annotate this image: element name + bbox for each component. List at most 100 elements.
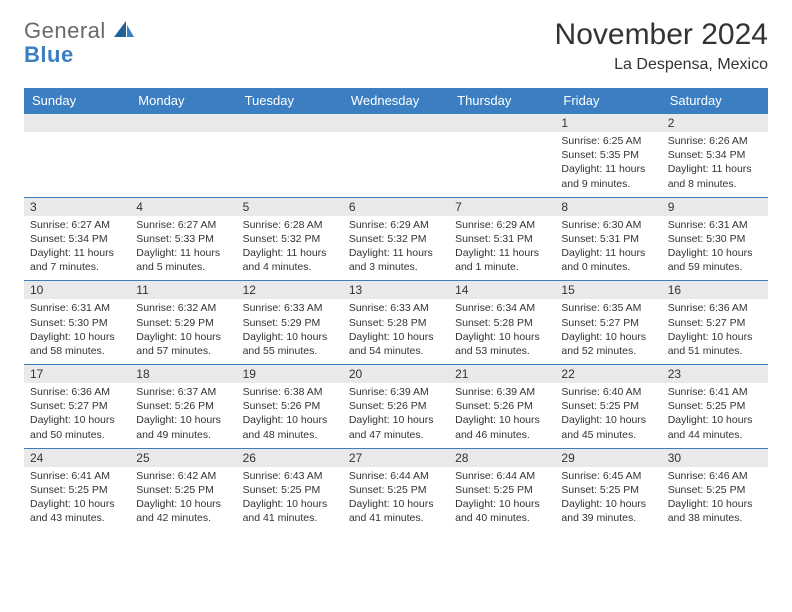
- day-content-cell: Sunrise: 6:33 AMSunset: 5:29 PMDaylight:…: [237, 299, 343, 364]
- day-content-cell: Sunrise: 6:38 AMSunset: 5:26 PMDaylight:…: [237, 383, 343, 448]
- calendar-page: General November 2024 La Despensa, Mexic…: [0, 0, 792, 612]
- daylight-text: Daylight: 10 hours and 43 minutes.: [30, 497, 124, 525]
- day-content-cell: Sunrise: 6:30 AMSunset: 5:31 PMDaylight:…: [555, 216, 661, 281]
- daylight-text: Daylight: 10 hours and 51 minutes.: [668, 330, 762, 358]
- day-content-cell: Sunrise: 6:25 AMSunset: 5:35 PMDaylight:…: [555, 132, 661, 197]
- day-content-cell: [24, 132, 130, 197]
- sunset-text: Sunset: 5:26 PM: [136, 399, 230, 413]
- day-number-cell: 18: [130, 365, 236, 384]
- day-content-cell: Sunrise: 6:34 AMSunset: 5:28 PMDaylight:…: [449, 299, 555, 364]
- sunrise-text: Sunrise: 6:36 AM: [668, 301, 762, 315]
- daylight-text: Daylight: 11 hours and 9 minutes.: [561, 162, 655, 190]
- sunset-text: Sunset: 5:33 PM: [136, 232, 230, 246]
- day-content-cell: Sunrise: 6:46 AMSunset: 5:25 PMDaylight:…: [662, 467, 768, 532]
- sunrise-text: Sunrise: 6:44 AM: [349, 469, 443, 483]
- daylight-text: Daylight: 10 hours and 45 minutes.: [561, 413, 655, 441]
- day-number-cell: 1: [555, 114, 661, 133]
- day-content-cell: Sunrise: 6:45 AMSunset: 5:25 PMDaylight:…: [555, 467, 661, 532]
- day-content-cell: [130, 132, 236, 197]
- day-number-cell: 19: [237, 365, 343, 384]
- day-content-cell: Sunrise: 6:37 AMSunset: 5:26 PMDaylight:…: [130, 383, 236, 448]
- logo-text-general: General: [24, 18, 106, 44]
- sunrise-text: Sunrise: 6:30 AM: [561, 218, 655, 232]
- daylight-text: Daylight: 10 hours and 48 minutes.: [243, 413, 337, 441]
- sunset-text: Sunset: 5:25 PM: [561, 399, 655, 413]
- sunrise-text: Sunrise: 6:36 AM: [30, 385, 124, 399]
- daylight-text: Daylight: 11 hours and 5 minutes.: [136, 246, 230, 274]
- day-content-cell: Sunrise: 6:41 AMSunset: 5:25 PMDaylight:…: [24, 467, 130, 532]
- weekday-header: Monday: [130, 88, 236, 114]
- sunrise-text: Sunrise: 6:34 AM: [455, 301, 549, 315]
- day-number-cell: [449, 114, 555, 133]
- month-title: November 2024: [555, 18, 768, 52]
- day-number-cell: 26: [237, 448, 343, 467]
- weekday-header: Friday: [555, 88, 661, 114]
- daylight-text: Daylight: 10 hours and 52 minutes.: [561, 330, 655, 358]
- day-content-cell: [343, 132, 449, 197]
- day-content-cell: Sunrise: 6:41 AMSunset: 5:25 PMDaylight:…: [662, 383, 768, 448]
- daynum-row: 17181920212223: [24, 365, 768, 384]
- day-content-cell: Sunrise: 6:29 AMSunset: 5:31 PMDaylight:…: [449, 216, 555, 281]
- sunset-text: Sunset: 5:27 PM: [561, 316, 655, 330]
- sunset-text: Sunset: 5:29 PM: [243, 316, 337, 330]
- sunrise-text: Sunrise: 6:35 AM: [561, 301, 655, 315]
- daylight-text: Daylight: 10 hours and 41 minutes.: [243, 497, 337, 525]
- daylight-text: Daylight: 10 hours and 42 minutes.: [136, 497, 230, 525]
- sunrise-text: Sunrise: 6:43 AM: [243, 469, 337, 483]
- day-number-cell: 29: [555, 448, 661, 467]
- daylight-text: Daylight: 11 hours and 1 minute.: [455, 246, 549, 274]
- day-content-cell: Sunrise: 6:31 AMSunset: 5:30 PMDaylight:…: [662, 216, 768, 281]
- sunset-text: Sunset: 5:30 PM: [668, 232, 762, 246]
- sunset-text: Sunset: 5:30 PM: [30, 316, 124, 330]
- calendar-table: Sunday Monday Tuesday Wednesday Thursday…: [24, 88, 768, 531]
- weekday-header: Sunday: [24, 88, 130, 114]
- day-number-cell: 10: [24, 281, 130, 300]
- daylight-text: Daylight: 10 hours and 53 minutes.: [455, 330, 549, 358]
- day-number-cell: 27: [343, 448, 449, 467]
- day-number-cell: 4: [130, 197, 236, 216]
- day-number-cell: 6: [343, 197, 449, 216]
- day-content-cell: [449, 132, 555, 197]
- sunrise-text: Sunrise: 6:27 AM: [30, 218, 124, 232]
- sunrise-text: Sunrise: 6:42 AM: [136, 469, 230, 483]
- daynum-row: 3456789: [24, 197, 768, 216]
- sunrise-text: Sunrise: 6:25 AM: [561, 134, 655, 148]
- calendar-body: 12Sunrise: 6:25 AMSunset: 5:35 PMDayligh…: [24, 114, 768, 532]
- day-number-cell: 24: [24, 448, 130, 467]
- sunset-text: Sunset: 5:29 PM: [136, 316, 230, 330]
- day-number-cell: [130, 114, 236, 133]
- weekday-header: Saturday: [662, 88, 768, 114]
- daylight-text: Daylight: 10 hours and 46 minutes.: [455, 413, 549, 441]
- daylight-text: Daylight: 10 hours and 57 minutes.: [136, 330, 230, 358]
- sunset-text: Sunset: 5:35 PM: [561, 148, 655, 162]
- sunrise-text: Sunrise: 6:32 AM: [136, 301, 230, 315]
- day-number-cell: 21: [449, 365, 555, 384]
- day-number-cell: [343, 114, 449, 133]
- day-content-cell: Sunrise: 6:44 AMSunset: 5:25 PMDaylight:…: [343, 467, 449, 532]
- day-content-cell: Sunrise: 6:43 AMSunset: 5:25 PMDaylight:…: [237, 467, 343, 532]
- day-number-cell: 15: [555, 281, 661, 300]
- sunset-text: Sunset: 5:28 PM: [349, 316, 443, 330]
- sunrise-text: Sunrise: 6:39 AM: [455, 385, 549, 399]
- weekday-header: Wednesday: [343, 88, 449, 114]
- sunrise-text: Sunrise: 6:41 AM: [668, 385, 762, 399]
- title-block: November 2024 La Despensa, Mexico: [555, 18, 768, 74]
- sunset-text: Sunset: 5:27 PM: [30, 399, 124, 413]
- daylight-text: Daylight: 11 hours and 0 minutes.: [561, 246, 655, 274]
- sunrise-text: Sunrise: 6:45 AM: [561, 469, 655, 483]
- sunset-text: Sunset: 5:34 PM: [668, 148, 762, 162]
- content-row: Sunrise: 6:25 AMSunset: 5:35 PMDaylight:…: [24, 132, 768, 197]
- daylight-text: Daylight: 10 hours and 59 minutes.: [668, 246, 762, 274]
- sunrise-text: Sunrise: 6:26 AM: [668, 134, 762, 148]
- sunset-text: Sunset: 5:25 PM: [455, 483, 549, 497]
- daynum-row: 24252627282930: [24, 448, 768, 467]
- sunset-text: Sunset: 5:32 PM: [349, 232, 443, 246]
- sunset-text: Sunset: 5:34 PM: [30, 232, 124, 246]
- day-number-cell: 16: [662, 281, 768, 300]
- day-content-cell: Sunrise: 6:42 AMSunset: 5:25 PMDaylight:…: [130, 467, 236, 532]
- sunrise-text: Sunrise: 6:33 AM: [243, 301, 337, 315]
- logo-text-blue-wrap: Blue: [24, 42, 74, 68]
- day-content-cell: Sunrise: 6:35 AMSunset: 5:27 PMDaylight:…: [555, 299, 661, 364]
- sunrise-text: Sunrise: 6:39 AM: [349, 385, 443, 399]
- sunset-text: Sunset: 5:26 PM: [455, 399, 549, 413]
